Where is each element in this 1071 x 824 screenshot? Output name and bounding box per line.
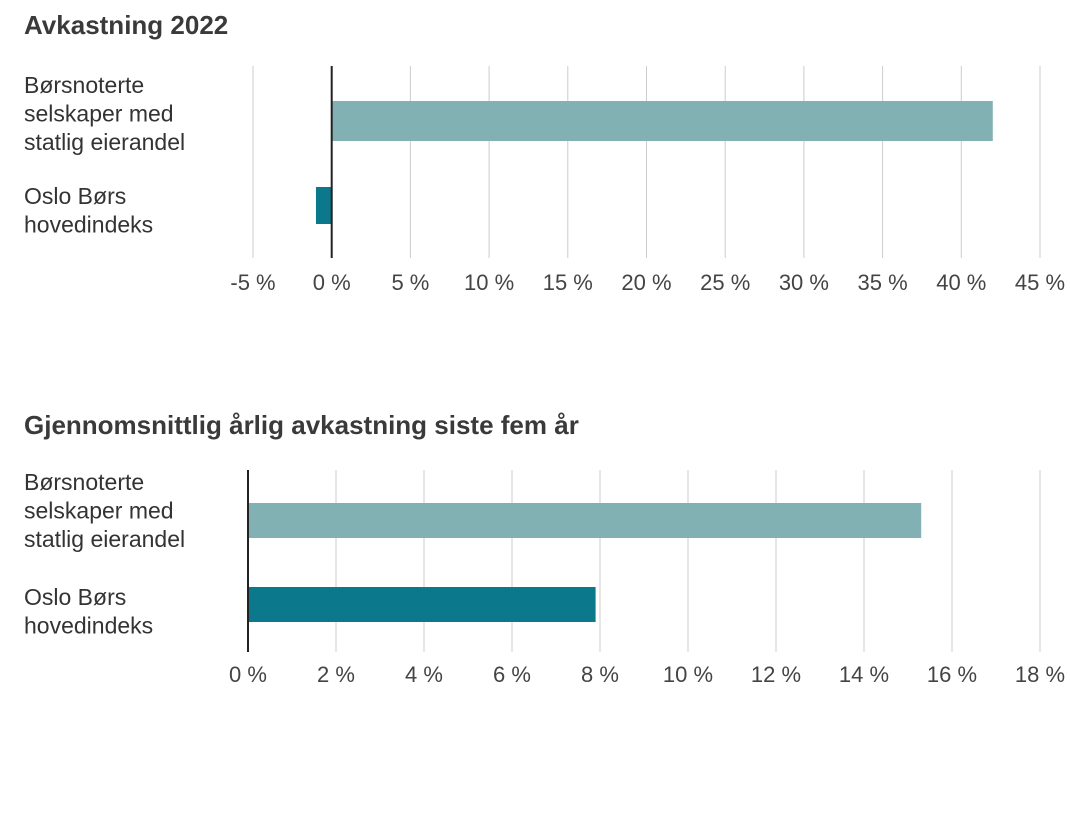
x-tick-label: 5 % — [391, 270, 429, 295]
category-label-line: hovedindeks — [24, 613, 153, 639]
category-label: Oslo Børs hovedindeks — [24, 183, 153, 238]
x-tick-label: -5 % — [230, 270, 275, 295]
category-label: Oslo Børs hovedindeks — [24, 584, 153, 639]
x-tick-label: 20 % — [621, 270, 671, 295]
category-label-line: statlig eierandel — [24, 526, 185, 552]
x-tick-label: 8 % — [581, 662, 619, 687]
category-label-line: selskaper med — [24, 101, 174, 127]
x-tick-label: 30 % — [779, 270, 829, 295]
chart-title: Gjennomsnittlig årlig avkastning siste f… — [24, 410, 579, 440]
x-tick-label: 12 % — [751, 662, 801, 687]
x-tick-label: 0 % — [313, 270, 351, 295]
x-tick-label: 40 % — [936, 270, 986, 295]
x-tick-label: 16 % — [927, 662, 977, 687]
category-label: Børsnoterte selskaper med statlig eierande… — [24, 469, 185, 552]
chart-title: Avkastning 2022 — [24, 10, 228, 40]
x-tick-label: 25 % — [700, 270, 750, 295]
x-tick-label: 4 % — [405, 662, 443, 687]
x-tick-label: 2 % — [317, 662, 355, 687]
bar — [248, 587, 596, 622]
x-tick-label: 18 % — [1015, 662, 1065, 687]
x-tick-label: 6 % — [493, 662, 531, 687]
bar — [315, 187, 332, 224]
x-tick-label: 10 % — [464, 270, 514, 295]
category-label: Børsnoterte selskaper med statlig eierande… — [24, 72, 185, 155]
category-label-line: hovedindeks — [24, 212, 153, 238]
category-label-line: Børsnoterte — [24, 469, 144, 495]
x-tick-label: 45 % — [1015, 270, 1065, 295]
x-tick-label: 0 % — [229, 662, 267, 687]
bar — [331, 101, 993, 141]
category-label-line: statlig eierandel — [24, 129, 185, 155]
category-label-line: Oslo Børs — [24, 183, 126, 209]
category-label-line: Børsnoterte — [24, 72, 144, 98]
bar — [248, 503, 922, 538]
x-tick-label: 35 % — [858, 270, 908, 295]
x-tick-label: 14 % — [839, 662, 889, 687]
x-tick-label: 15 % — [543, 270, 593, 295]
category-label-line: selskaper med — [24, 498, 174, 524]
x-tick-label: 10 % — [663, 662, 713, 687]
category-label-line: Oslo Børs — [24, 584, 126, 610]
